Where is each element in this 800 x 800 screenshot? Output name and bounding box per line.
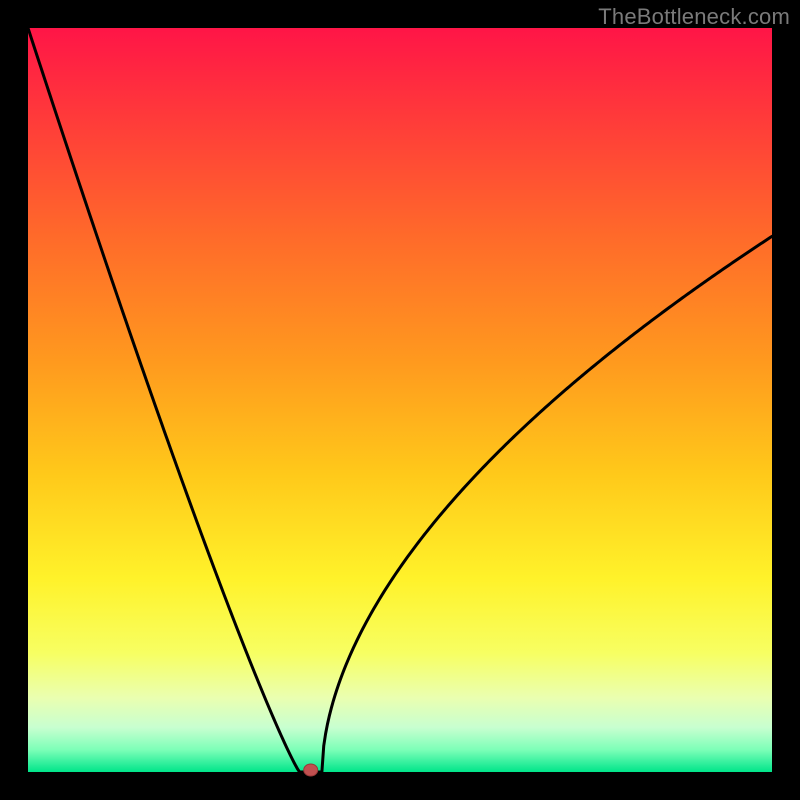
chart-plot-bg (28, 28, 772, 772)
watermark-text: TheBottleneck.com (598, 4, 790, 30)
minimum-marker (304, 764, 318, 776)
chart-stage: TheBottleneck.com (0, 0, 800, 800)
bottleneck-chart (0, 0, 800, 800)
